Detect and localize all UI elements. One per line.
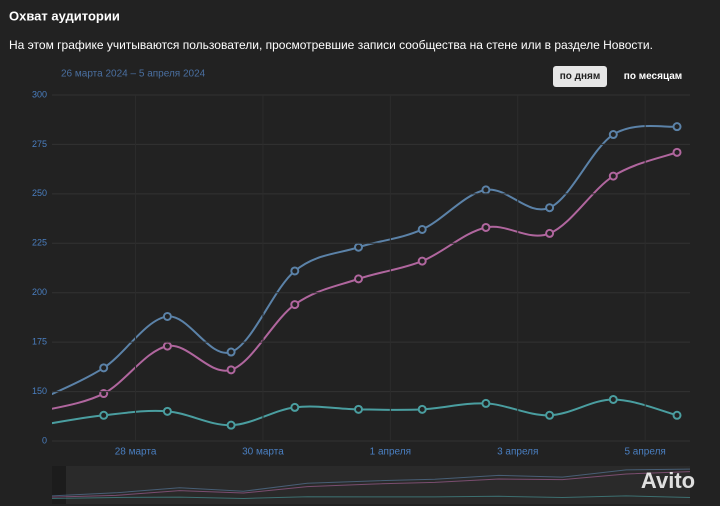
minimap-line	[51, 468, 691, 497]
point	[290, 300, 300, 310]
x-tick-label: 28 марта	[115, 447, 157, 458]
y-tick-label: 250	[32, 188, 47, 198]
point	[99, 410, 109, 420]
y-tick-label: 225	[32, 238, 47, 248]
point	[481, 398, 491, 408]
y-tick-label: 275	[32, 139, 47, 149]
point	[162, 311, 172, 321]
y-tick-label: 175	[32, 337, 47, 347]
x-tick-label: 3 апреля	[497, 447, 538, 458]
point	[672, 147, 682, 157]
point	[672, 122, 682, 132]
point	[290, 402, 300, 412]
point	[545, 410, 555, 420]
point	[226, 365, 236, 375]
point	[481, 185, 491, 195]
point	[354, 404, 363, 414]
y-tick-label: 0	[42, 435, 47, 445]
minimap[interactable]	[52, 466, 690, 504]
point	[672, 410, 682, 420]
point	[226, 420, 236, 430]
watermark: Avito	[641, 468, 695, 493]
point	[608, 130, 618, 140]
point	[354, 242, 363, 252]
button-days[interactable]: по дням	[560, 71, 601, 82]
x-tick-label: 30 марта	[242, 447, 284, 458]
button-months[interactable]: по месяцам	[624, 71, 682, 82]
y-tick-label: 300	[32, 89, 47, 99]
point	[417, 256, 427, 266]
y-tick-label: 150	[32, 386, 47, 396]
minimap-line	[51, 471, 691, 498]
point	[99, 363, 109, 373]
point	[608, 171, 618, 181]
point	[481, 222, 491, 232]
point	[417, 404, 427, 414]
point	[162, 341, 172, 351]
x-tick-label: 1 апреля	[370, 447, 411, 458]
x-tick-label: 5 апреля	[624, 447, 665, 458]
date-range: 26 марта 2024 – 5 апреля 2024	[61, 69, 206, 80]
point	[545, 203, 555, 213]
point	[226, 347, 236, 357]
point	[162, 406, 172, 416]
chart-title: Охват аудитории	[9, 8, 120, 23]
point	[354, 274, 363, 284]
point	[417, 224, 427, 234]
button-bg[interactable]	[553, 66, 607, 87]
point	[608, 394, 618, 404]
chart-subtitle: На этом графике учитываются пользователи…	[9, 38, 653, 52]
minimap-line	[51, 495, 691, 499]
point	[290, 266, 300, 276]
point	[545, 228, 555, 238]
minimap-handle[interactable]	[52, 466, 66, 504]
y-tick-label: 200	[32, 287, 47, 297]
